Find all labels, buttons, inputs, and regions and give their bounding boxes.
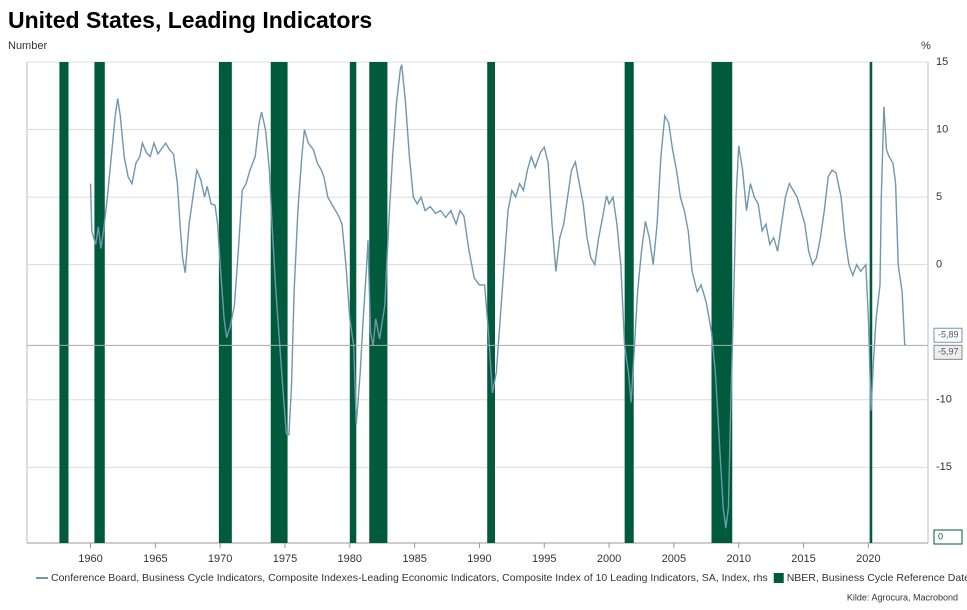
value-box-label: -5,97 (938, 347, 959, 357)
x-tick-label: 2000 (597, 553, 621, 565)
legend-label: NBER, Business Cycle Reference Dates, lh… (787, 572, 967, 584)
x-tick-label: 1985 (402, 553, 426, 565)
recession-bar (94, 62, 105, 543)
value-box-label: -5,89 (938, 330, 959, 340)
y2-tick-label: -10 (936, 394, 952, 406)
chart-title: United States, Leading Indicators (8, 7, 372, 33)
data-line (89, 64, 907, 529)
y2-tick-label: 5 (936, 191, 942, 203)
x-tick-label: 1995 (532, 553, 556, 565)
recession-bar (59, 62, 69, 543)
y2-tick-label: 0 (936, 259, 942, 271)
recession-bar (711, 62, 733, 543)
value-box (933, 327, 963, 343)
recession-bar (869, 62, 873, 543)
recession-bar (218, 62, 232, 543)
x-tick-label: 1965 (143, 553, 167, 565)
recession-bar (270, 62, 288, 543)
recession-bar (487, 62, 496, 543)
y2-axis-label: % (921, 40, 931, 52)
x-tick-label: 1990 (467, 553, 491, 565)
y-axis-label: Number (8, 40, 47, 52)
y2-tick-label: -15 (936, 461, 952, 473)
legend-label: Conference Board, Business Cycle Indicat… (51, 572, 768, 584)
x-tick-label: 1970 (208, 553, 232, 565)
x-tick-label: 2010 (726, 553, 750, 565)
value-box-label: 0 (938, 531, 943, 541)
recession-bar (349, 62, 357, 543)
x-tick-label: 1975 (273, 553, 297, 565)
value-box (933, 344, 963, 360)
x-tick-label: 2020 (856, 553, 880, 565)
y2-tick-label: 10 (936, 123, 948, 135)
legend-swatch (773, 573, 784, 583)
source: Kilde: Agrocura, Macrobond (847, 592, 958, 602)
recession-bar (369, 62, 388, 543)
x-tick-label: 2015 (791, 553, 815, 565)
x-tick-label: 1980 (338, 553, 362, 565)
y2-tick-label: 15 (936, 56, 948, 68)
x-tick-label: 2005 (662, 553, 686, 565)
value-box (933, 529, 963, 545)
x-tick-label: 1960 (78, 553, 102, 565)
recession-bar (624, 62, 634, 543)
